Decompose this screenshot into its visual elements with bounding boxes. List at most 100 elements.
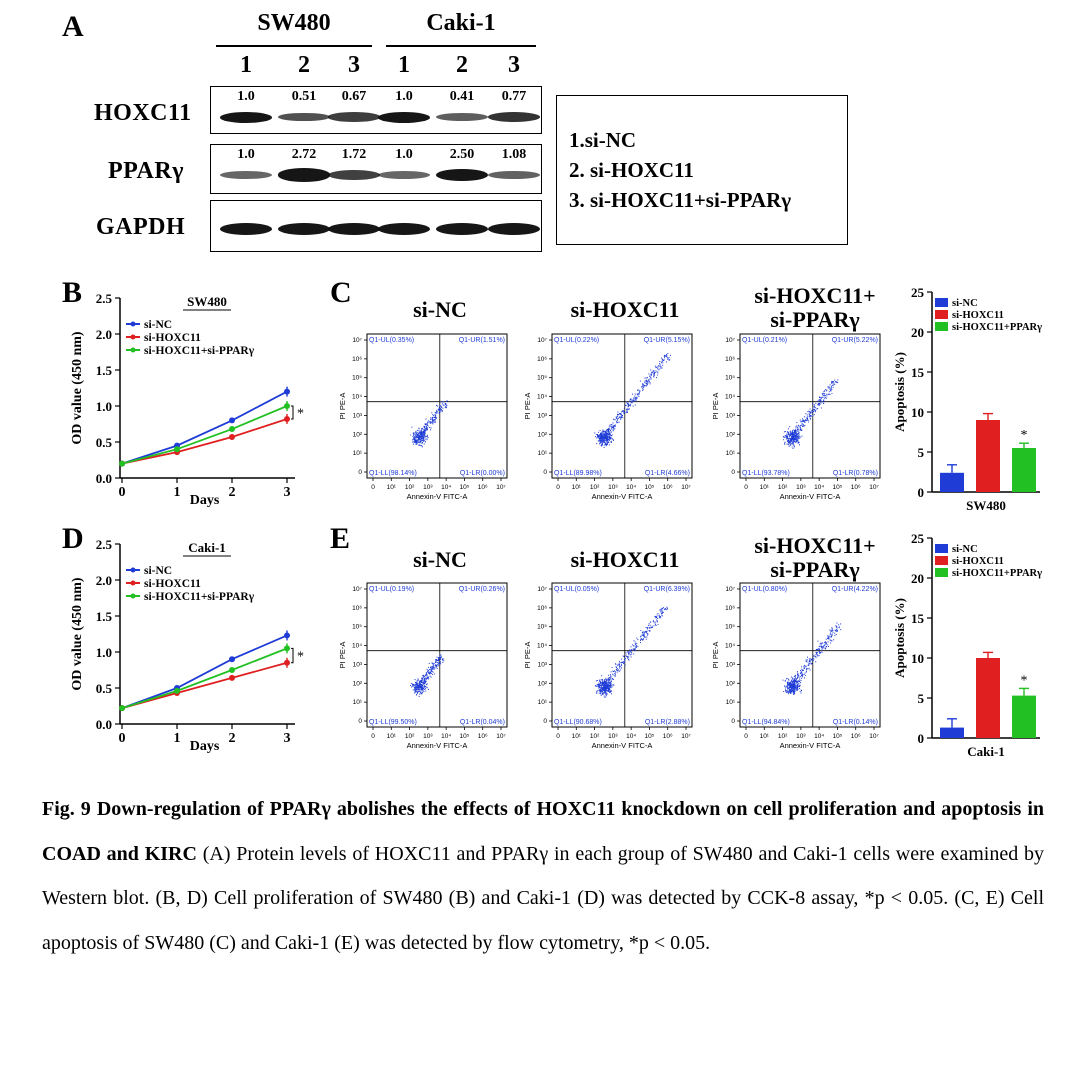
- y-tick-label: 10¹: [726, 450, 736, 457]
- blot-strip-hoxc11: [210, 86, 542, 134]
- y-tick-label: 10⁵: [352, 375, 362, 382]
- flow-plot-caki1-si-nc: 0 0 10¹ 10¹ 10² 10² 10³ 10³ 10⁴ 10⁴ 10⁵ 10⁵ 10⁶ 10⁶ 10…: [338, 582, 508, 750]
- event-scatter: [594, 606, 668, 699]
- event-scatter: [782, 622, 842, 696]
- y-tick-label: 10⁷: [725, 337, 735, 344]
- group-legend-box: 1.si-NC 2. si-HOXC11 3. si-HOXC11+si-PPA…: [556, 95, 848, 245]
- flow-plot-caki1-si-hoxc11-si-ppar: 0 0 10¹ 10¹ 10² 10² 10³ 10³ 10⁴ 10⁴ 10⁵ 10⁵ 10⁶ 10⁶ 10…: [711, 582, 881, 750]
- y-tick-label: 10⁴: [537, 643, 547, 650]
- data-point: [229, 674, 235, 681]
- y-tick-label: 10¹: [538, 699, 548, 706]
- x-tick-label: 10⁷: [681, 484, 691, 491]
- x-tick-label: 10⁷: [496, 733, 506, 740]
- y-tick-label: 10⁶: [537, 605, 547, 612]
- y-tick-label: 10⁵: [352, 624, 362, 631]
- y-tick-label: 0.5: [96, 435, 113, 450]
- legend-marker: [130, 567, 136, 573]
- legend-label: si-NC: [952, 298, 978, 309]
- quant-value: 1.08: [501, 147, 527, 162]
- legend-swatch: [935, 568, 948, 577]
- series-line: [121, 647, 288, 710]
- blot-band: [220, 111, 272, 123]
- y-tick-label: 10⁴: [352, 643, 362, 650]
- legend-label: si-HOXC11+PPARγ: [952, 322, 1042, 333]
- panel-label-c: C: [330, 276, 352, 309]
- x-tick-label: 10²: [405, 733, 415, 740]
- legend-label: si-HOXC11+PPARγ: [952, 568, 1042, 579]
- quadrant-lr-label: Q1-LR(0.78%): [833, 470, 878, 477]
- quadrant-ll-label: Q1-LL(93.78%): [742, 470, 790, 477]
- blot-band: [378, 223, 430, 235]
- y-tick-label: 10³: [353, 412, 363, 419]
- lane-number: 2: [298, 52, 310, 78]
- quadrant-ul-label: Q1-UL(0.05%): [554, 586, 599, 593]
- x-tick-label: 0: [371, 733, 375, 740]
- y-tick-label: 10⁵: [537, 375, 547, 382]
- flow-col-title: si-HOXC11+ si-PPARγ: [754, 283, 876, 332]
- x-axis-label: Annexin-V FITC-A: [407, 741, 468, 750]
- y-tick-label: 0: [543, 469, 547, 476]
- event-scatter: [782, 379, 839, 450]
- chart-title: Caki-1: [188, 540, 226, 555]
- legend-marker: [130, 593, 136, 599]
- legend-swatch: [935, 298, 948, 307]
- bar: [1012, 448, 1036, 492]
- x-tick-label: 10²: [590, 484, 600, 491]
- flow-col-title: si-HOXC11: [570, 547, 680, 572]
- plot-frame: [366, 582, 508, 728]
- line-chart-sw480: 0.0 0.5 1.0 1.5 2.0 2.5 0 1 2 3 Days OD value (450 …: [70, 291, 304, 508]
- quadrant-lr-label: Q1-LR(0.14%): [833, 719, 878, 726]
- y-tick-label: 0: [918, 485, 925, 500]
- y-axis-label: PI PE-A: [711, 642, 720, 669]
- y-tick-label: 10¹: [353, 699, 363, 706]
- plot-frame: [739, 333, 881, 479]
- legend-label: si-HOXC11: [144, 578, 201, 590]
- x-axis-label: Days: [190, 493, 220, 508]
- x-tick-label: 10⁴: [814, 733, 824, 740]
- plot-frame: [551, 333, 693, 479]
- legend-label: si-NC: [144, 565, 172, 577]
- y-tick-label: 10²: [726, 680, 736, 687]
- y-axis-label: OD value (450 nm): [70, 331, 85, 445]
- x-tick-label: 0: [556, 484, 560, 491]
- blot-band: [328, 112, 380, 122]
- x-tick-label: 10¹: [760, 484, 770, 491]
- legend-marker: [130, 580, 136, 586]
- lane-number: 3: [348, 52, 360, 78]
- y-tick-label: 10³: [726, 412, 736, 419]
- y-tick-label: 10⁶: [725, 605, 735, 612]
- blot-band: [436, 223, 488, 235]
- legend-marker: [130, 347, 136, 353]
- data-point: [174, 687, 180, 694]
- y-tick-label: 2.0: [96, 327, 112, 342]
- y-tick-label: 10¹: [353, 450, 363, 457]
- blot-band: [488, 170, 540, 180]
- x-axis-label: SW480: [966, 498, 1006, 513]
- y-tick-label: 20: [911, 325, 924, 340]
- data-point: [174, 446, 180, 453]
- x-tick-label: 10⁵: [832, 484, 842, 491]
- x-tick-label: 10³: [608, 733, 618, 740]
- y-tick-label: 10³: [353, 661, 363, 668]
- series-line: [121, 634, 288, 710]
- caption-body: (A) Protein levels of HOXC11 and PPARγ i…: [42, 842, 1044, 954]
- y-tick-label: 10²: [353, 431, 363, 438]
- quadrant-ll-label: Q1-LL(98.14%): [369, 470, 417, 477]
- quadrant-ul-label: Q1-UL(0.19%): [369, 586, 414, 593]
- x-tick-label: 10²: [778, 733, 788, 740]
- quant-value: 1.0: [237, 89, 255, 104]
- y-tick-label: 2.5: [96, 291, 113, 306]
- x-tick-label: 10⁴: [441, 733, 451, 740]
- panel-label-b: B: [62, 276, 83, 309]
- series-line: [121, 418, 288, 465]
- quadrant-ur-label: Q1-UR(4.22%): [832, 586, 878, 593]
- x-tick-label: 1: [174, 485, 181, 500]
- x-tick-label: 10²: [778, 484, 788, 491]
- x-axis-label: Annexin-V FITC-A: [592, 492, 653, 501]
- quadrant-ur-label: Q1-UR(5.15%): [644, 337, 690, 344]
- legend-label: si-HOXC11: [952, 310, 1004, 321]
- y-axis-label: PI PE-A: [338, 393, 347, 420]
- bar: [976, 420, 1000, 492]
- y-tick-label: 10³: [538, 412, 548, 419]
